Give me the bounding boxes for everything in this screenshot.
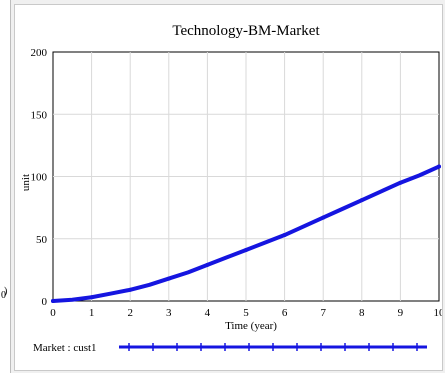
x-tick-label: 0 [50, 307, 56, 319]
legend-label: Market : cust1 [33, 342, 97, 354]
series-point [398, 180, 403, 185]
left-panel-text-fragment: ) [4, 286, 8, 297]
series-point [166, 276, 171, 281]
y-tick-label: 0 [42, 296, 48, 308]
series-point [89, 295, 94, 300]
line-chart: Technology-BM-Market 0 50 100 150 200 0 1 2 3 4 5 6 7… [20, 23, 443, 354]
chart-panel: Technology-BM-Market 0 50 100 150 200 0 1 2 3 4 5 6 7… [14, 4, 443, 371]
y-tick-label: 150 [31, 109, 48, 121]
x-tick-label: 4 [205, 307, 211, 319]
x-tick-label: 3 [166, 307, 172, 319]
series-point [437, 164, 441, 169]
y-tick-label: 50 [36, 234, 48, 246]
x-tick-label: 5 [243, 307, 249, 319]
x-tick-label: 8 [359, 307, 365, 319]
x-tick-label: 9 [398, 307, 404, 319]
x-axis-label: Time (year) [225, 320, 277, 332]
series-point [128, 287, 133, 292]
series-point [205, 262, 210, 267]
y-tick-label: 100 [31, 172, 48, 184]
series-point [244, 247, 248, 252]
left-panel-edge: 0 ) [0, 0, 11, 373]
x-tick-label: 6 [282, 307, 288, 319]
x-tick-label: 2 [127, 307, 133, 319]
series-point [359, 198, 364, 203]
left-panel-text-fragment: 0 [1, 290, 6, 301]
y-tick-label: 200 [31, 47, 48, 59]
chart-title: Technology-BM-Market [172, 23, 320, 39]
series-point [51, 299, 55, 303]
series-point [282, 233, 287, 238]
x-tick-label: 1 [89, 307, 95, 319]
x-tick-label: 10 [434, 307, 443, 319]
x-tick-label: 7 [320, 307, 326, 319]
series-point [321, 215, 326, 220]
y-axis-label: unit [20, 174, 32, 191]
